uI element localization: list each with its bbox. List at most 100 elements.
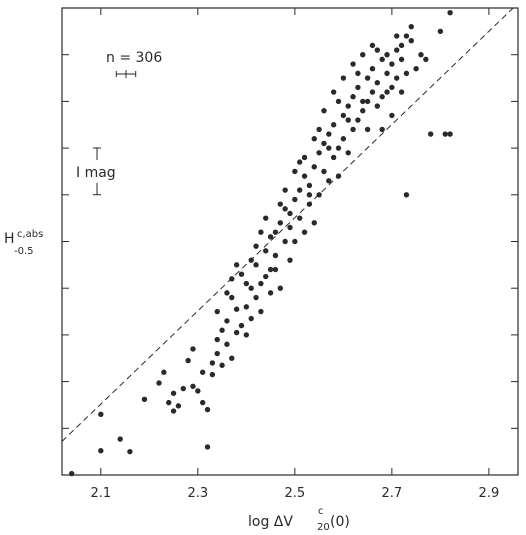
data-point [345, 103, 351, 109]
data-point [389, 61, 395, 67]
y-label-sub: -0.5 [14, 246, 34, 257]
data-point [272, 229, 279, 235]
data-point [282, 187, 288, 193]
data-point [384, 52, 390, 58]
data-point [326, 131, 332, 137]
y-label-sup: c,abs [17, 229, 43, 240]
data-point [340, 75, 347, 81]
x-tick-label: 2.1 [90, 486, 111, 501]
data-point [306, 192, 313, 198]
data-point [214, 350, 220, 357]
data-point [316, 150, 322, 156]
data-point [272, 252, 279, 259]
svg-text:H: H [4, 231, 15, 247]
data-point [229, 355, 235, 361]
data-point [340, 112, 347, 119]
data-point [282, 206, 288, 212]
data-point [166, 399, 172, 406]
data-point [180, 385, 186, 392]
data-point [369, 66, 376, 72]
data-point [423, 56, 429, 63]
data-point [437, 28, 444, 35]
data-point [243, 304, 250, 310]
data-point [190, 346, 196, 352]
data-point [306, 182, 313, 189]
data-point [267, 266, 274, 273]
data-point [297, 187, 303, 193]
data-point [321, 168, 327, 175]
data-point [287, 257, 293, 263]
data-point [374, 47, 381, 53]
x-error-bar [115, 70, 137, 78]
data-point [321, 140, 327, 147]
data-point [253, 294, 259, 301]
data-point [248, 285, 254, 291]
data-point [98, 411, 104, 417]
data-point [340, 136, 347, 142]
data-point [199, 399, 206, 406]
data-point [389, 84, 395, 91]
data-point [209, 360, 216, 366]
data-point [277, 201, 283, 207]
data-point [195, 388, 201, 394]
data-point [263, 248, 269, 254]
data-point [263, 273, 269, 280]
data-point [364, 98, 371, 105]
data-point [335, 98, 342, 105]
x-label-sup: c [318, 506, 324, 517]
data-point [258, 229, 264, 235]
data-point [360, 108, 366, 114]
x-label-suffix: (0) [330, 514, 350, 530]
data-point [156, 380, 162, 386]
data-point [199, 369, 206, 375]
data-point [369, 89, 376, 95]
data-point [316, 192, 322, 198]
data-point [355, 117, 361, 123]
data-point [292, 196, 298, 203]
fit-line [61, 7, 514, 442]
data-point [238, 322, 245, 329]
data-point [311, 136, 317, 142]
data-point [330, 154, 337, 161]
data-point [258, 308, 264, 315]
y-label-main: H [4, 231, 15, 247]
data-point [369, 42, 376, 49]
data-point [297, 215, 303, 221]
x-label-sub: 20 [317, 522, 330, 533]
data-point [447, 9, 453, 16]
plot-frame [61, 7, 519, 476]
data-point [233, 306, 240, 312]
sample-size-annotation: n = 306 [106, 50, 162, 78]
data-point [326, 178, 332, 184]
data-point [360, 52, 366, 58]
data-point [427, 131, 434, 137]
mag-scale-annotation: I mag [76, 147, 116, 196]
data-point [413, 66, 419, 72]
data-point [316, 126, 322, 133]
data-point [127, 448, 133, 455]
data-point [233, 262, 240, 268]
data-point [447, 131, 453, 137]
data-point [350, 126, 356, 133]
data-point [350, 94, 356, 100]
data-point [267, 290, 274, 296]
data-point [209, 371, 216, 378]
data-point [306, 201, 313, 207]
data-point [141, 396, 148, 403]
data-point [403, 70, 410, 77]
data-point [345, 117, 351, 123]
data-point [379, 94, 385, 100]
y-axis-label: H c,abs -0.5 [4, 229, 43, 257]
data-point [345, 150, 351, 156]
data-point [263, 215, 269, 221]
data-point [355, 70, 361, 77]
data-point [335, 145, 342, 151]
data-point [355, 84, 361, 91]
data-point [258, 280, 264, 287]
data-point [301, 173, 308, 179]
data-point [364, 75, 371, 81]
data-point [98, 448, 104, 454]
data-point [335, 173, 342, 179]
data-points [69, 9, 453, 477]
